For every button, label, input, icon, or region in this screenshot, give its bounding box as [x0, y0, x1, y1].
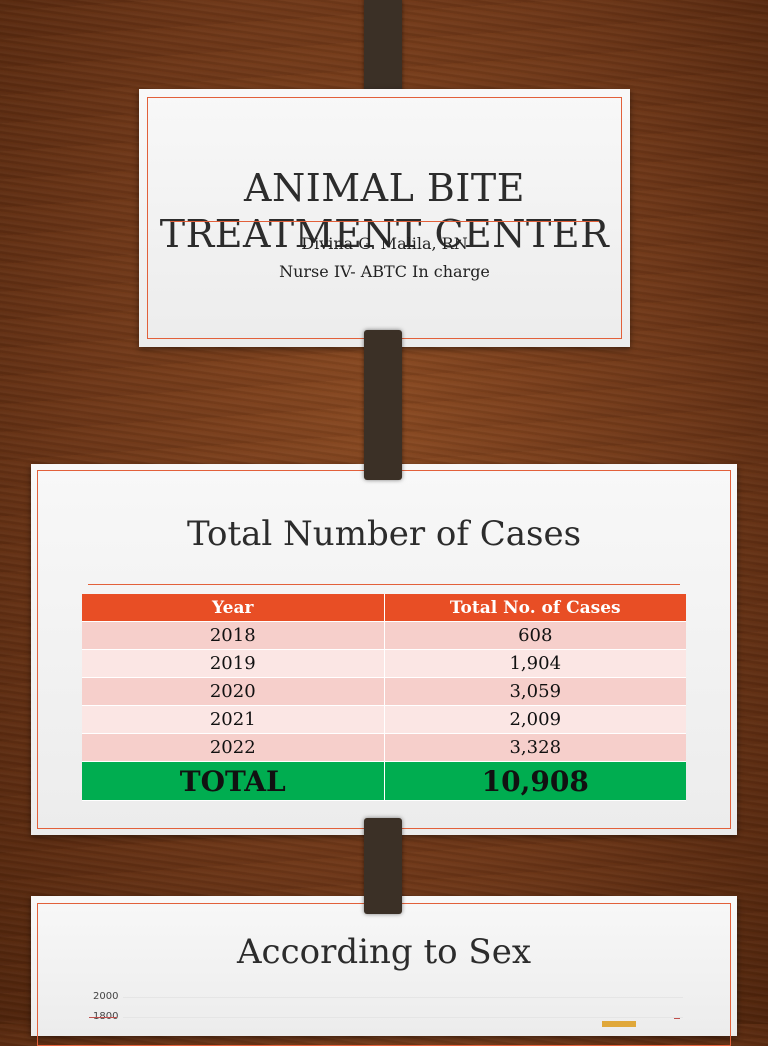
cell-year: 2019 [82, 650, 385, 678]
slide-title: According to Sex [237, 932, 531, 972]
hanging-strap [364, 330, 402, 480]
sex-slide-card: According to Sex 2000 1800 [31, 896, 737, 1046]
chart-gridline [123, 997, 683, 998]
table-header-row: Year Total No. of Cases [82, 594, 686, 622]
cell-year: 2018 [82, 622, 385, 650]
cell-cases: 1,904 [384, 650, 686, 678]
header-year: Year [82, 594, 385, 622]
slide-title: Total Number of Cases [186, 514, 582, 554]
title-slide-card: ANIMAL BITE TREATMENT CENTER Divina G. M… [139, 89, 630, 347]
title-divider [88, 584, 680, 585]
y-tick-label: 2000 [93, 991, 119, 1002]
y-tick-label: 1800 [93, 1011, 118, 1022]
hanging-strap-top [364, 0, 402, 104]
cell-year: 2020 [82, 678, 385, 706]
cell-cases: 3,328 [384, 734, 686, 762]
total-label: TOTAL [82, 762, 385, 801]
cell-year: 2022 [82, 734, 385, 762]
table-row: 2020 3,059 [82, 678, 686, 706]
slide-title: ANIMAL BITE TREATMENT CENTER [159, 166, 610, 256]
title-divider [170, 221, 599, 222]
table-row: 2018 608 [82, 622, 686, 650]
table-row: 2019 1,904 [82, 650, 686, 678]
cell-cases: 3,059 [384, 678, 686, 706]
cases-table: Year Total No. of Cases 2018 608 2019 1,… [82, 594, 686, 801]
cell-cases: 608 [384, 622, 686, 650]
cases-slide-card: Total Number of Cases Year Total No. of … [31, 464, 737, 835]
table-row: 2021 2,009 [82, 706, 686, 734]
presenter-role: Nurse IV- ABTC In charge [279, 262, 490, 281]
chart-series-mark [89, 1017, 117, 1018]
chart-series-mark [674, 1018, 680, 1019]
cell-year: 2021 [82, 706, 385, 734]
table-row: 2022 3,328 [82, 734, 686, 762]
presenter-name: Divina G. Malila, RN [301, 234, 468, 253]
hanging-strap [364, 818, 402, 914]
chart-bar [602, 1021, 636, 1027]
header-cases: Total No. of Cases [384, 594, 686, 622]
cell-cases: 2,009 [384, 706, 686, 734]
table-total-row: TOTAL 10,908 [82, 762, 686, 801]
total-value: 10,908 [384, 762, 686, 801]
chart-gridline [123, 1017, 683, 1018]
